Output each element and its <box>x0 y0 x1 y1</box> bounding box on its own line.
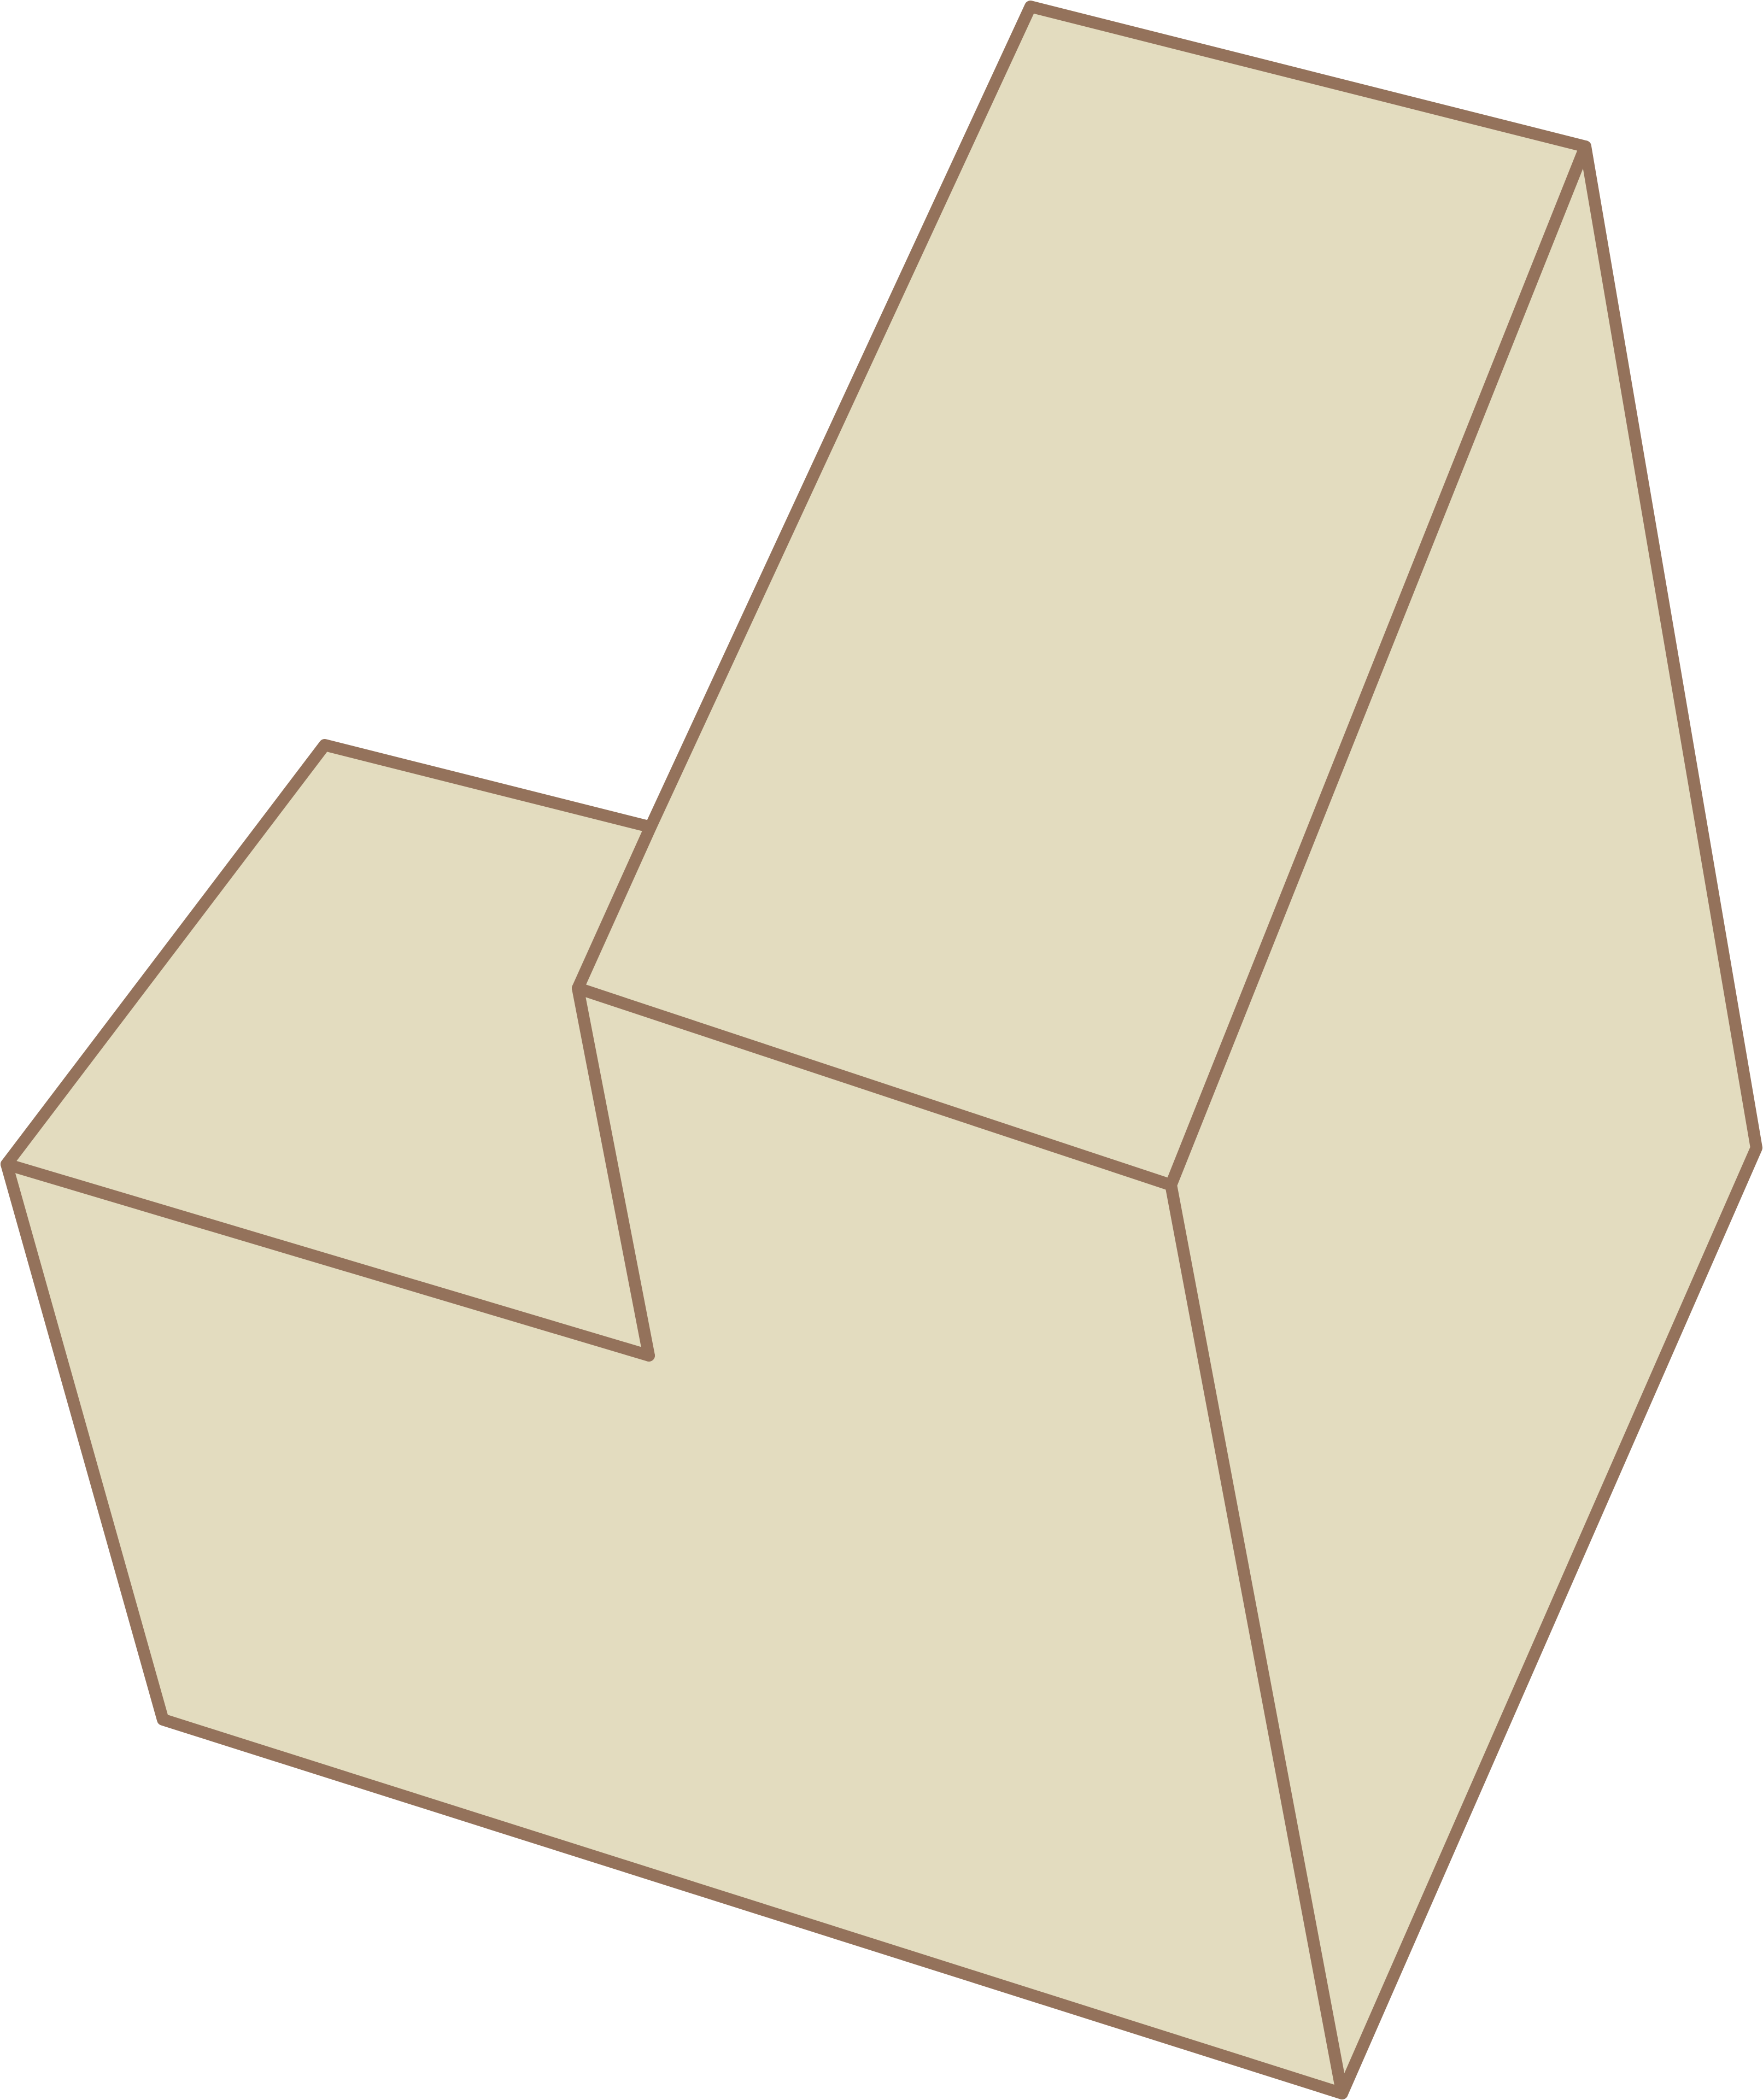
edge-main-vertical <box>1165 1179 1348 2099</box>
edge-lower-top-front <box>1 1158 655 1362</box>
edge-notch-vertical <box>572 982 655 1362</box>
edge-upper-block-bottom <box>572 982 1177 1191</box>
edge-step-riser <box>572 821 657 994</box>
edge-upper-block-front-right <box>1165 140 1591 1191</box>
